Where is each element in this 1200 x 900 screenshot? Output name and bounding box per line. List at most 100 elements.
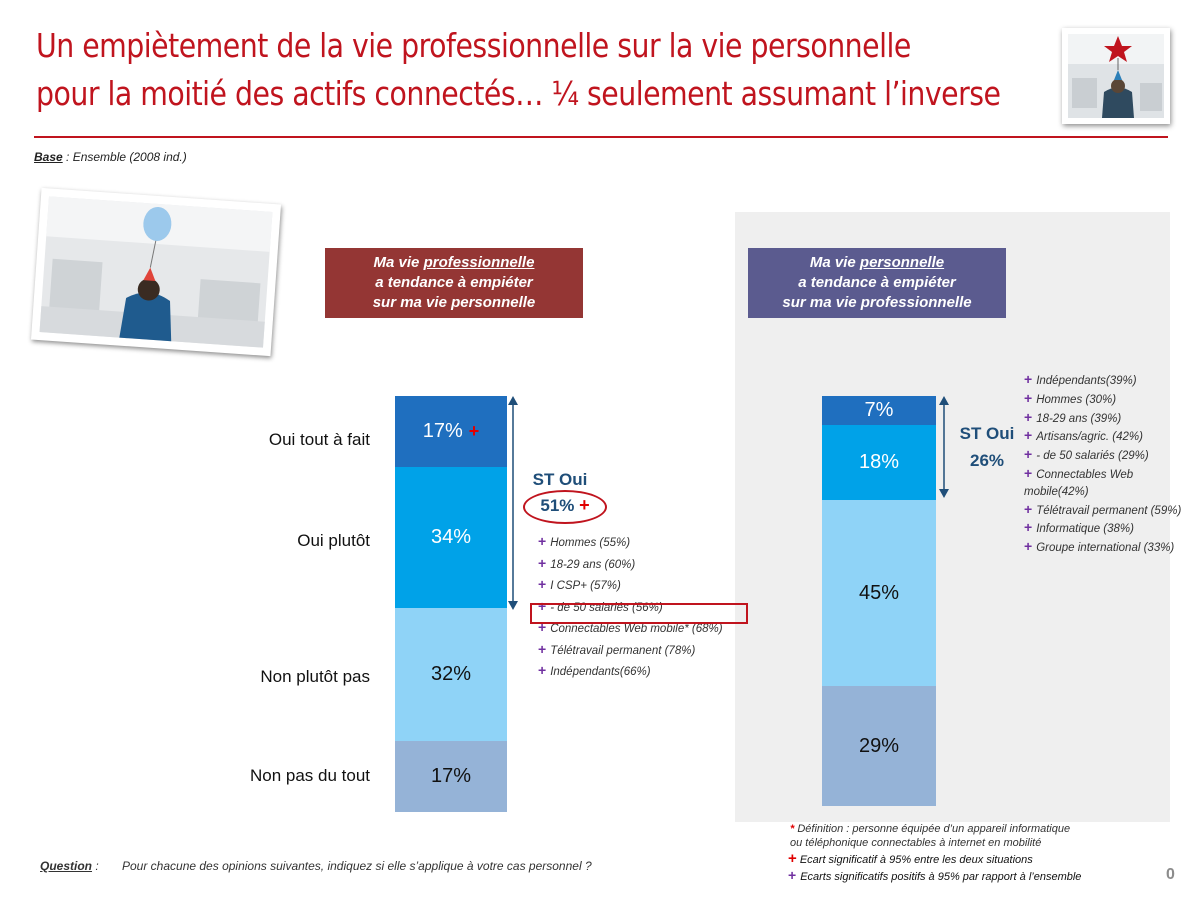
- purple-plus-icon: +: [538, 619, 547, 635]
- bar-segment-oui-plutot: 34%: [395, 467, 507, 608]
- category-label-oui-plutot: Oui plutôt: [297, 531, 370, 550]
- purple-plus-icon: +: [1024, 464, 1033, 481]
- bar-segment-oui-plutot: 18%: [822, 425, 936, 500]
- woman-balloon-photo: [30, 187, 282, 357]
- note-item: mobile(42%): [1024, 484, 1181, 501]
- left-header-underlined: professionnelle: [423, 254, 535, 271]
- note-text: Télétravail permanent (59%): [1036, 504, 1182, 517]
- note-text: Artisans/agric. (42%): [1036, 431, 1143, 444]
- legend-red: + Ecart significatif à 95% entre les deu…: [788, 850, 1033, 867]
- question-colon: :: [92, 859, 99, 873]
- page-number: 0: [1166, 866, 1175, 883]
- left-chart-header: Ma vie professionnelle a tendance à empi…: [325, 248, 583, 318]
- note-item: + Groupe international (33%): [1024, 538, 1181, 557]
- note-text: Connectables Web: [1036, 468, 1134, 481]
- purple-plus-icon: +: [538, 597, 547, 614]
- right-header-line-3: sur ma vie professionnelle: [782, 294, 972, 311]
- note-text: Indépendants(39%): [1036, 375, 1137, 387]
- note-item: + - de 50 salariés (29%): [1024, 446, 1181, 465]
- data-label: 17%: [422, 420, 463, 442]
- data-label: 7%: [864, 399, 894, 421]
- category-label-non-plutot: Non plutôt pas: [260, 667, 370, 686]
- purple-plus-icon: +: [538, 533, 547, 549]
- left-header-line-3: sur ma vie personnelle: [372, 294, 536, 311]
- office-woman-image: [39, 196, 273, 348]
- purple-plus-icon: +: [1024, 446, 1033, 463]
- page-title: Un empiètement de la vie professionnelle…: [36, 22, 1001, 118]
- right-header-line-1: Ma vie personnelle: [748, 253, 1006, 273]
- question-label: Question :: [40, 859, 99, 873]
- purple-plus-icon: +: [538, 576, 547, 592]
- note-item: + Connectables Web mobile* (68%): [538, 618, 723, 640]
- note-text: mobile(42%): [1024, 485, 1089, 498]
- note-item: +18-29 ans (60%): [538, 554, 723, 576]
- bar-segment-oui-tout: 17% +: [395, 396, 507, 467]
- purple-plus-icon: +: [1024, 427, 1033, 444]
- note-item: + Hommes (30%): [1024, 390, 1181, 409]
- base-note: Base : Ensemble (2008 ind.): [34, 150, 187, 164]
- purple-plus-icon: +: [788, 867, 797, 883]
- base-text: : Ensemble (2008 ind.): [62, 150, 187, 164]
- note-text: 18-29 ans (60%): [550, 558, 636, 571]
- purple-plus-icon: +: [1024, 371, 1033, 387]
- bar-segment-non-plutot: 45%: [822, 500, 936, 686]
- purple-plus-icon: +: [1024, 538, 1033, 555]
- left-st-oui-value: 51%: [540, 496, 575, 515]
- title-divider: [34, 136, 1168, 138]
- right-header-underlined: personnelle: [859, 254, 945, 271]
- purple-plus-icon: +: [1024, 500, 1033, 517]
- purple-plus-icon: +: [538, 640, 547, 657]
- note-text: Connectables Web mobile* (68%): [550, 623, 723, 635]
- note-item: + Télétravail permanent (78%): [538, 640, 723, 662]
- left-significance-notes: + Hommes (55%) +18-29 ans (60%) + I CSP+ (57…: [538, 532, 723, 683]
- note-text: - de 50 salariés (29%): [1036, 450, 1149, 463]
- note-item: + Connectables Web: [1024, 465, 1181, 484]
- category-label-non-tout: Non pas du tout: [249, 766, 370, 785]
- note-text: I CSP+ (57%): [550, 580, 621, 592]
- title-line-1: Un empiètement de la vie professionnelle…: [36, 26, 911, 65]
- note-text: Télétravail permanent (78%): [550, 644, 696, 657]
- right-st-oui-label: ST Oui: [959, 424, 1015, 443]
- bar-segment-non-plutot: 32%: [395, 608, 507, 741]
- definition-line-2: ou téléphonique connectables à internet …: [790, 837, 1042, 849]
- significance-plus-icon: +: [579, 495, 590, 515]
- right-significance-notes: + Indépendants(39%) + Hommes (30%) +18-29 an…: [1024, 371, 1181, 557]
- bar-segment-oui-tout: 7%: [822, 396, 936, 425]
- right-header-pre: Ma vie: [809, 254, 860, 271]
- right-chart-header: Ma vie personnelle a tendance à empiéter…: [748, 248, 1006, 318]
- note-item: + Indépendants(39%): [1024, 371, 1181, 390]
- note-text: Indépendants(66%): [550, 666, 651, 678]
- definition-note: * Définition : personne équipée d’un app…: [790, 822, 1070, 850]
- base-label: Base: [34, 150, 63, 164]
- question-label-text: Question: [40, 859, 93, 873]
- left-st-oui-label: ST Oui: [532, 470, 588, 489]
- purple-plus-icon: +: [538, 554, 547, 571]
- note-item: +18-29 ans (39%): [1024, 409, 1181, 428]
- question-text: Pour chacune des opinions suivantes, ind…: [122, 859, 592, 873]
- definition-star: *: [790, 823, 795, 835]
- note-item: + Informatique (38%): [1024, 519, 1181, 538]
- left-st-oui-bracket: [508, 396, 518, 610]
- note-item: + I CSP+ (57%): [538, 575, 723, 597]
- right-st-oui-bracket: [939, 396, 949, 498]
- note-item: + Artisans/agric. (42%): [1024, 427, 1181, 446]
- purple-plus-icon: +: [538, 662, 547, 678]
- bar-segment-non-tout: 17%: [395, 741, 507, 812]
- left-header-line-2: a tendance à empiéter: [375, 274, 533, 291]
- office-photo-image: [1068, 34, 1164, 118]
- left-header-pre: Ma vie: [373, 254, 424, 271]
- category-label-oui-tout: Oui tout à fait: [268, 430, 370, 449]
- title-line-2: pour la moitié des actifs connectés… ¼ s…: [36, 74, 1001, 113]
- data-label: 45%: [858, 581, 900, 604]
- legend-red-text: Ecart significatif à 95% entre les deux …: [799, 854, 1033, 866]
- note-item: + Télétravail permanent (59%): [1024, 501, 1181, 520]
- purple-plus-icon: +: [1024, 389, 1033, 406]
- note-item: + Hommes (55%): [538, 532, 723, 554]
- left-st-oui-value-row: 51% +: [523, 495, 607, 516]
- highlight-box-connectables: [530, 603, 748, 624]
- legend-purple-text: Ecarts significatifs positifs à 95% par …: [800, 871, 1082, 883]
- data-label: 29%: [858, 734, 900, 757]
- businessman-balloon-photo: [1062, 28, 1170, 124]
- note-text: Hommes (55%): [550, 537, 631, 549]
- note-text: Hommes (30%): [1036, 393, 1117, 406]
